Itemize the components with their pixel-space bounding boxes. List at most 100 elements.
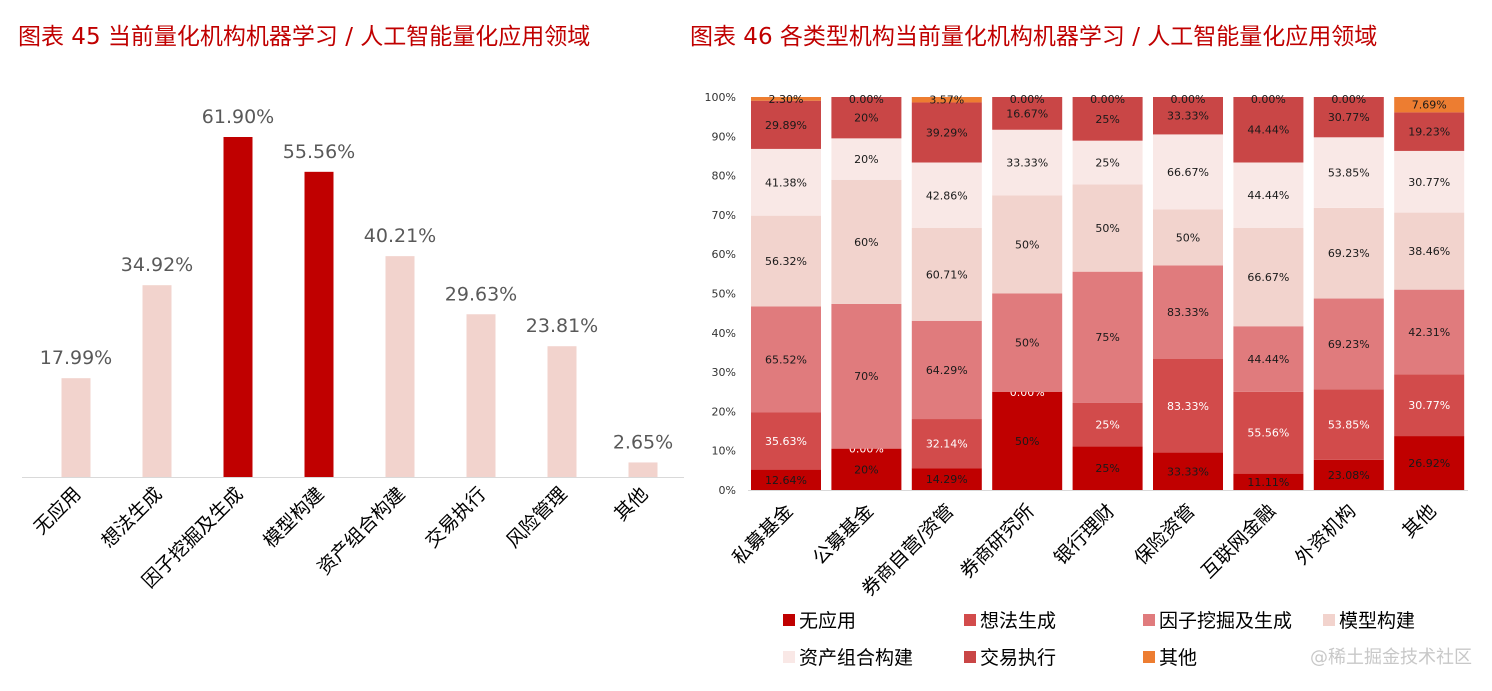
segment-label-6-5: 0.00% [1171,93,1206,106]
segment-4-3 [992,129,1063,196]
segment-label-2-8: 42.31% [1408,326,1450,339]
bar-7 [628,462,658,477]
bar-0 [61,378,91,477]
y-tick-label-8: 80% [712,170,736,183]
segment-label-0-1: 20% [854,463,878,476]
segment-1-7 [1313,389,1384,460]
segment-0-5 [1153,452,1223,490]
segment-5-6 [1233,97,1304,163]
segment-label-1-2: 32.14% [926,438,968,451]
segment-1-6 [1233,391,1304,474]
segment-label-0-4: 25% [1095,462,1119,475]
segment-3-2 [911,228,982,321]
chart-46-title: 图表 46 各类型机构当前量化机构机器学习 / 人工智能量化应用领域 [690,24,1377,50]
chart-45-title: 图表 45 当前量化机构机器学习 / 人工智能量化应用领域 [18,24,590,50]
segment-5-4 [1072,97,1143,141]
segment-label-6-2: 3.57% [929,94,964,107]
segment-label-6-0: 2.30% [769,93,804,106]
x-tick-label-4: 资产组合构建 [313,483,409,579]
legend-swatch-4 [783,651,795,663]
segment-6-8 [1394,97,1465,113]
segment-label-3-6: 66.67% [1247,271,1289,284]
segment-5-5 [1153,97,1223,135]
segment-label-1-7: 53.85% [1328,418,1370,431]
segment-0-6 [1233,473,1304,490]
legend-label-2: 因子挖掘及生成 [1159,610,1292,632]
segment-label-6-8: 7.69% [1412,99,1447,112]
x-tick-label-0: 无应用 [30,483,86,539]
data-label-5: 29.63% [445,283,517,305]
x-tick-label-5: 交易执行 [421,483,490,552]
segment-label-2-7: 69.23% [1328,338,1370,351]
segment-label-2-1: 70% [854,370,878,383]
segment-label-5-4: 25% [1095,113,1119,126]
segment-1-8 [1394,374,1465,437]
segment-label-3-1: 60% [854,236,878,249]
y-tick-label-1: 10% [712,445,736,458]
y-tick-label-6: 60% [712,248,736,261]
segment-5-7 [1313,97,1384,138]
segment-label-1-8: 30.77% [1408,399,1450,412]
bar-2 [223,137,253,477]
bar-4 [385,256,415,477]
segment-label-4-6: 44.44% [1247,189,1289,202]
segment-label-5-0: 29.89% [765,119,807,132]
segment-label-5-2: 39.29% [926,126,968,139]
x-tick-label-7: 外资机构 [1291,500,1360,569]
segment-label-4-7: 53.85% [1328,167,1370,180]
segment-label-4-5: 66.67% [1167,166,1209,179]
segment-3-0 [751,215,821,307]
legend-swatch-0 [783,614,795,626]
chart-46: 0% 10% 20% 30% 40% 50% 60% 70% 80% 90% 100% 12.64% 3… [705,91,1468,601]
data-label-7: 2.65% [613,431,673,453]
data-label-0: 17.99% [40,347,112,369]
bar-5 [466,314,496,477]
segment-label-6-7: 0.00% [1331,93,1366,106]
segment-label-4-0: 41.38% [765,176,807,189]
segment-4-4 [1072,140,1143,185]
data-label-4: 40.21% [364,225,436,247]
bar-6 [547,346,577,477]
segment-2-1 [831,303,902,449]
segment-2-6 [1233,326,1304,392]
segment-4-2 [911,162,982,229]
segment-label-6-4: 0.00% [1090,93,1125,106]
segment-label-3-8: 38.46% [1408,245,1450,258]
x-tick-label-5: 保险资管 [1130,500,1199,569]
x-tick-label-3: 模型构建 [259,483,328,552]
bar-3 [304,171,334,477]
segment-label-6-3: 0.00% [1010,93,1045,106]
segment-2-4 [1072,271,1143,403]
x-tick-label-4: 银行理财 [1050,500,1119,569]
segment-2-8 [1394,289,1465,375]
segment-0-1 [831,448,902,490]
segment-3-5 [1153,209,1223,266]
segment-label-4-8: 30.77% [1408,176,1450,189]
segment-0-4 [1072,446,1143,490]
legend-label-4: 资产组合构建 [799,647,913,669]
x-tick-label-0: 私募基金 [728,500,797,569]
segment-label-2-0: 65.52% [765,353,807,366]
segment-4-0 [751,148,821,216]
segment-3-8 [1394,212,1465,290]
segment-5-0 [751,100,821,149]
y-tick-label-7: 70% [712,209,736,222]
legend-swatch-2 [1143,614,1155,626]
segment-3-3 [992,195,1063,294]
data-label-1: 34.92% [121,254,193,276]
x-tick-label-8: 其他 [1398,500,1440,542]
segment-5-3 [992,97,1063,130]
chart-45: 17.99%无应用34.92%想法生成61.90%因子挖掘及生成55.56%模型… [22,106,684,593]
segment-label-2-6: 44.44% [1247,353,1289,366]
segment-2-3 [992,293,1063,392]
segment-4-1 [831,138,902,180]
segment-label-4-1: 20% [854,153,878,166]
segment-label-5-6: 44.44% [1247,124,1289,137]
x-tick-label-7: 其他 [610,483,652,525]
segment-4-5 [1153,134,1223,210]
segment-label-2-2: 64.29% [926,364,968,377]
segment-4-7 [1313,137,1384,208]
segment-3-1 [831,179,902,304]
segment-2-2 [911,320,982,420]
segment-label-0-0: 12.64% [765,474,807,487]
